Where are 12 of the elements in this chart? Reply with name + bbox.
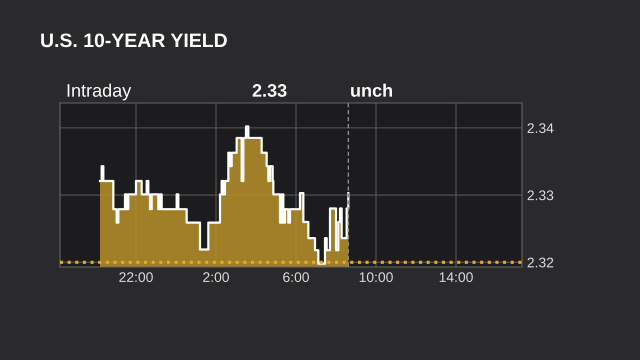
- text: unch: [351, 84, 392, 97]
- x-tick-label: 14:00: [440, 272, 473, 282]
- text: 2.33: [252, 84, 286, 97]
- x-tick-label: 6:00: [283, 272, 309, 282]
- chart-title: U.S. 10-YEAR YIELD: [41, 33, 227, 48]
- x-tick-label: 2:00: [203, 272, 229, 282]
- x-tick-label: 10:00: [360, 272, 393, 282]
- x-tick-label: 22:00: [119, 272, 153, 282]
- y-tick-label: 2.32: [528, 258, 554, 268]
- y-tick-label: 2.33: [528, 190, 554, 200]
- y-tick-label: 2.34: [528, 123, 554, 134]
- text: Intraday: [68, 84, 132, 100]
